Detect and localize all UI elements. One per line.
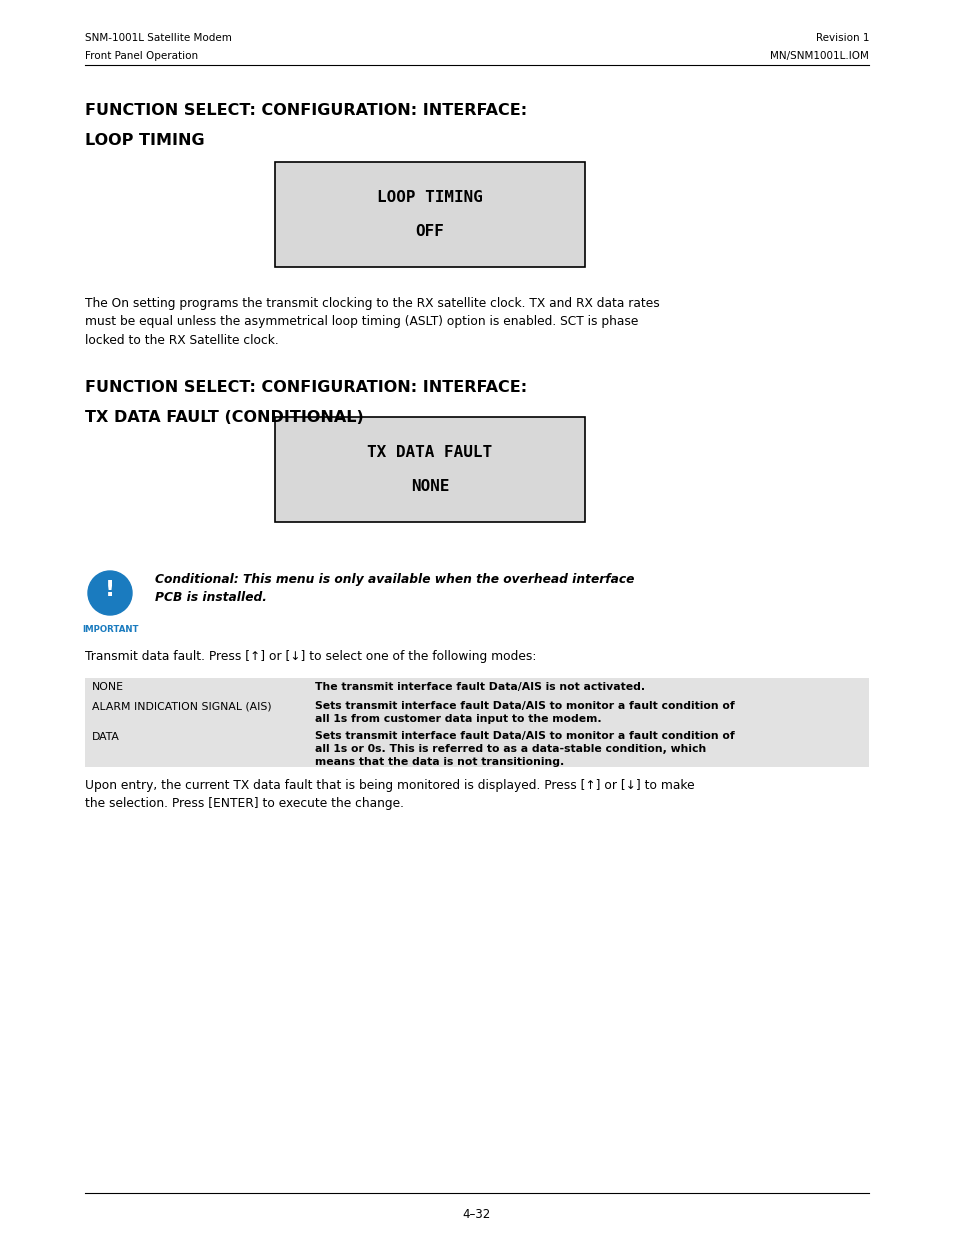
Text: TX DATA FAULT: TX DATA FAULT	[367, 445, 492, 459]
Text: LOOP TIMING: LOOP TIMING	[376, 190, 482, 205]
Text: FUNCTION SELECT: CONFIGURATION: INTERFACE:: FUNCTION SELECT: CONFIGURATION: INTERFAC…	[85, 380, 527, 395]
Bar	[274, 162, 584, 267]
Text: LOOP TIMING: LOOP TIMING	[85, 133, 204, 148]
Text: Front Panel Operation: Front Panel Operation	[85, 51, 198, 61]
Text: The On setting programs the transmit clocking to the RX satellite clock. TX and : The On setting programs the transmit clo…	[85, 296, 659, 347]
Text: Sets transmit interface fault Data/AIS to monitor a fault condition of
all 1s or: Sets transmit interface fault Data/AIS t…	[314, 731, 734, 767]
Text: OFF: OFF	[416, 224, 444, 240]
Text: !: !	[105, 580, 115, 600]
Text: NONE: NONE	[91, 682, 124, 692]
Text: MN/SNM1001L.IOM: MN/SNM1001L.IOM	[769, 51, 868, 61]
Text: DATA: DATA	[91, 731, 120, 741]
Text: Upon entry, the current TX data fault that is being monitored is displayed. Pres: Upon entry, the current TX data fault th…	[85, 779, 694, 810]
Circle shape	[88, 571, 132, 615]
Text: NONE: NONE	[411, 479, 449, 494]
Bar	[274, 417, 584, 522]
Text: Transmit data fault. Press [↑] or [↓] to select one of the following modes:: Transmit data fault. Press [↑] or [↓] to…	[85, 650, 536, 663]
Text: SNM-1001L Satellite Modem: SNM-1001L Satellite Modem	[85, 33, 232, 43]
Text: 4–32: 4–32	[462, 1208, 491, 1221]
Text: Revision 1: Revision 1	[815, 33, 868, 43]
Text: TX DATA FAULT (CONDITIONAL): TX DATA FAULT (CONDITIONAL)	[85, 410, 363, 425]
Bar	[85, 678, 868, 767]
Text: Sets transmit interface fault Data/AIS to monitor a fault condition of
all 1s fr: Sets transmit interface fault Data/AIS t…	[314, 701, 734, 724]
Text: ALARM INDICATION SIGNAL (AIS): ALARM INDICATION SIGNAL (AIS)	[91, 701, 272, 711]
Text: FUNCTION SELECT: CONFIGURATION: INTERFACE:: FUNCTION SELECT: CONFIGURATION: INTERFAC…	[85, 103, 527, 119]
Text: The transmit interface fault Data/AIS is not activated.: The transmit interface fault Data/AIS is…	[314, 682, 644, 692]
Text: IMPORTANT: IMPORTANT	[82, 625, 138, 634]
Text: Conditional: This menu is only available when the overhead interface
PCB is inst: Conditional: This menu is only available…	[154, 573, 634, 604]
